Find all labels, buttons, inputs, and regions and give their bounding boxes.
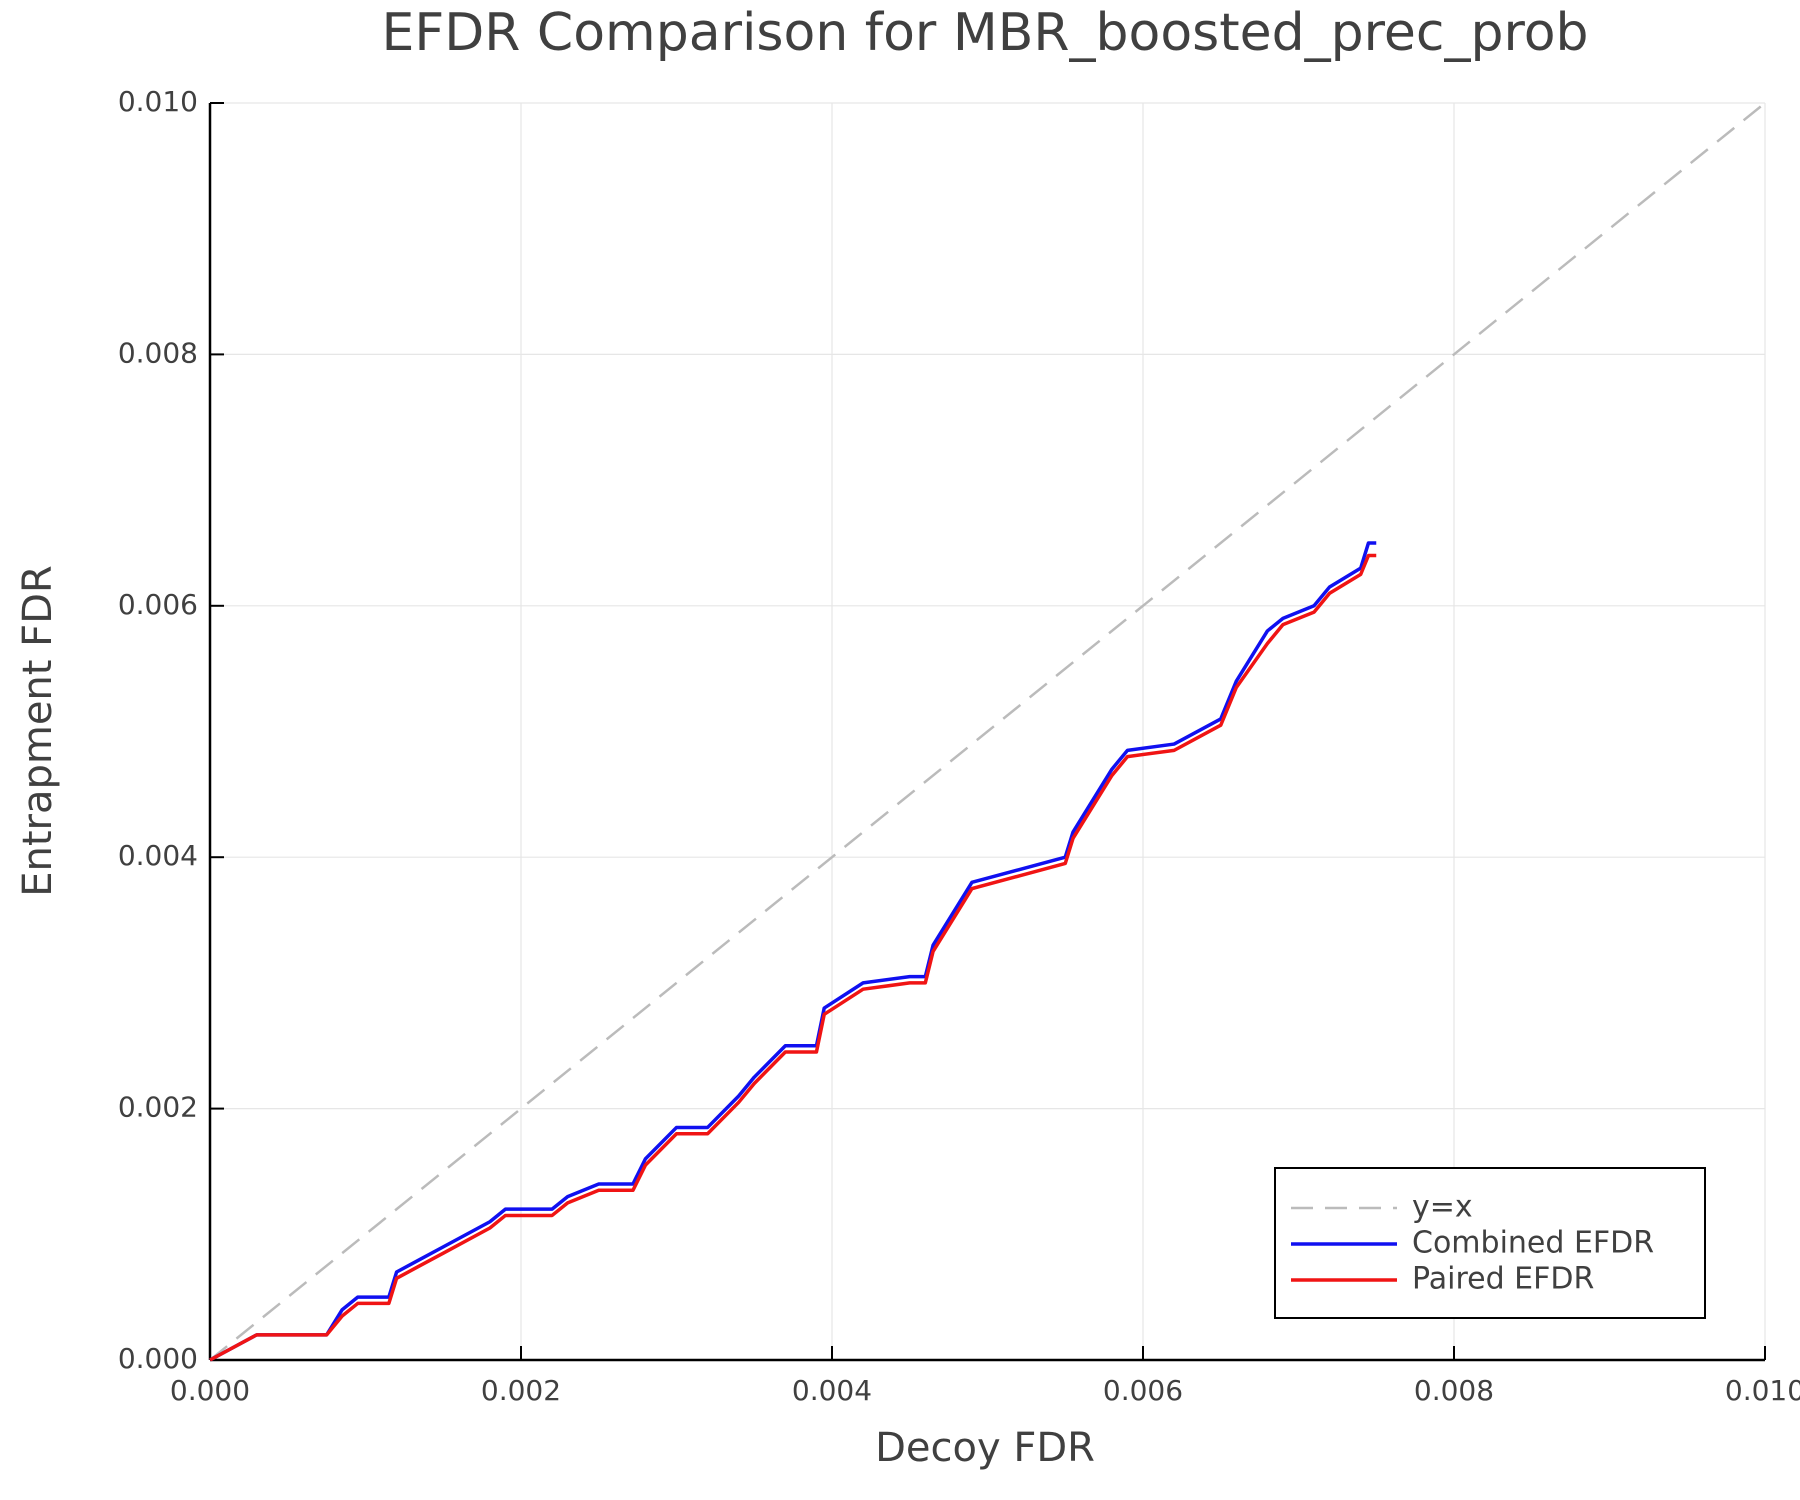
x-tick-label: 0.000 (170, 1374, 250, 1407)
reference-line (209, 102, 1766, 1361)
series-line (209, 553, 1377, 1362)
y-tick-label: 0.010 (118, 85, 198, 118)
x-tick-label: 0.002 (481, 1374, 561, 1407)
x-axis-label: Decoy FDR (875, 1425, 1095, 1471)
x-tick-label: 0.004 (792, 1374, 872, 1407)
x-tick-label: 0.008 (1414, 1374, 1494, 1407)
chart-title: EFDR Comparison for MBR_boosted_prec_pro… (381, 3, 1588, 63)
y-tick-label: 0.000 (118, 1342, 198, 1375)
x-tick-label: 0.006 (1103, 1374, 1183, 1407)
x-tick-label: 0.010 (1725, 1374, 1800, 1407)
legend-label: Paired EFDR (1412, 1262, 1594, 1297)
y-axis-label: Entrapment FDR (15, 565, 61, 897)
y-tick-label: 0.004 (118, 839, 198, 872)
y-tick-label: 0.002 (118, 1091, 198, 1124)
y-tick-label: 0.008 (118, 336, 198, 369)
legend-label: y=x (1412, 1190, 1473, 1225)
y-tick-label: 0.006 (118, 588, 198, 621)
series-line (209, 541, 1377, 1362)
legend-label: Combined EFDR (1412, 1226, 1654, 1261)
